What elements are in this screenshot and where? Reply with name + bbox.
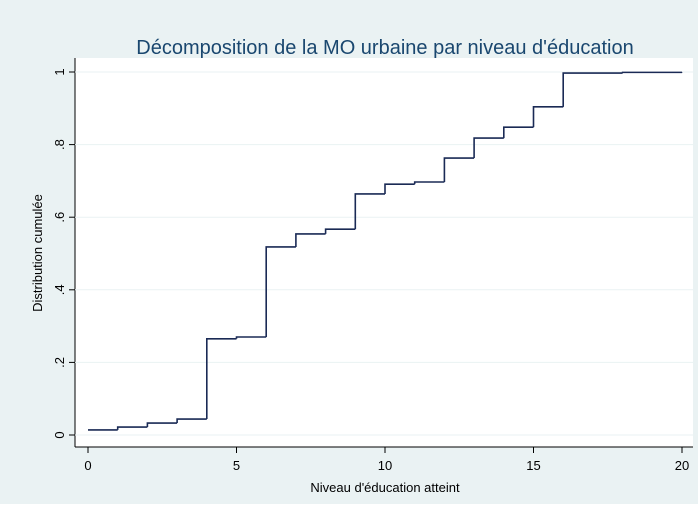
x-axis-title: Niveau d'éducation atteint — [310, 480, 460, 495]
plot-area — [75, 58, 693, 447]
y-tick-label: 1 — [52, 68, 67, 75]
step-segment — [621, 71, 682, 74]
y-tick-label: .6 — [52, 212, 67, 223]
y-tick-label: 0 — [52, 431, 67, 438]
y-tick-label: .2 — [52, 357, 67, 368]
x-tick-label: 15 — [526, 458, 540, 473]
y-axis-title: Distribution cumulée — [30, 194, 45, 312]
y-tick-label: .8 — [52, 139, 67, 150]
step-segment — [562, 72, 623, 107]
step-segment — [206, 338, 237, 420]
step-segment — [413, 181, 445, 185]
step-segment — [443, 157, 475, 182]
step-segment — [176, 418, 207, 424]
step-segment — [384, 183, 415, 194]
step-segment — [324, 228, 356, 234]
step-segment — [354, 193, 385, 230]
x-tick-label: 10 — [378, 458, 392, 473]
step-segment — [146, 422, 178, 428]
x-tick-label: 0 — [84, 458, 91, 473]
step-segment — [503, 126, 534, 139]
step-segment — [235, 336, 267, 339]
chart-title: Décomposition de la MO urbaine par nivea… — [136, 37, 633, 59]
x-tick-label: 20 — [675, 458, 689, 473]
step-segment — [532, 106, 564, 128]
y-tick-label: .4 — [52, 284, 67, 295]
step-segment — [116, 426, 148, 430]
step-segment — [295, 233, 326, 247]
step-segment — [473, 137, 504, 159]
x-tick-label: 5 — [233, 458, 240, 473]
step-segment — [265, 246, 296, 337]
